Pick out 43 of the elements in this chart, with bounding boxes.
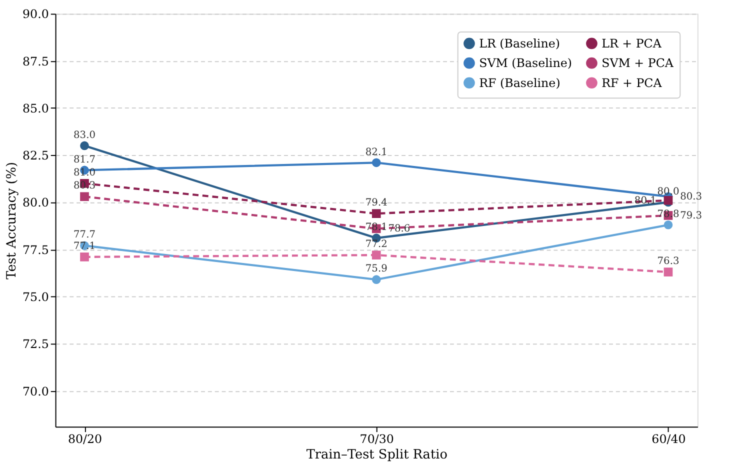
point <box>372 209 381 218</box>
point <box>664 268 673 276</box>
data-label: 82.1 <box>365 146 388 158</box>
y-tick-label: 75.0 <box>22 290 49 304</box>
data-label: 83.0 <box>74 130 96 141</box>
data-label: 80.3 <box>680 192 702 203</box>
y-tick-label: 80.0 <box>22 196 49 210</box>
x-axis-title: Train–Test Split Ratio <box>306 448 448 463</box>
y-tick-label: 72.5 <box>22 337 49 352</box>
data-label: 81.7 <box>74 154 96 166</box>
point <box>664 220 673 230</box>
point <box>372 158 381 168</box>
legend-label: SVM + PCA <box>602 56 674 70</box>
y-tick-label: 77.5 <box>22 242 49 257</box>
legend-label: RF + PCA <box>602 76 662 90</box>
point <box>80 141 89 150</box>
legend-label: SVM (Baseline) <box>479 56 572 70</box>
data-label: 76.3 <box>657 256 680 268</box>
y-axis-title: Test Accuracy (%) <box>4 162 20 280</box>
y-tick-label: 87.5 <box>22 54 49 68</box>
point <box>372 275 381 284</box>
y-tick-label: 85.0 <box>22 101 49 116</box>
legend-label: LR + PCA <box>602 36 662 50</box>
legend-label: RF (Baseline) <box>479 76 560 90</box>
point <box>80 192 89 202</box>
data-label: 77.1 <box>74 241 96 252</box>
data-label: 80.0 <box>657 186 680 198</box>
data-label: 80.3 <box>74 180 96 192</box>
data-label: 75.9 <box>365 264 388 275</box>
data-label: 77.2 <box>365 239 388 250</box>
x-tick-label: 70/30 <box>360 432 394 446</box>
data-label: 79.3 <box>680 210 702 222</box>
y-tick-label: 82.5 <box>22 148 49 163</box>
legend-label: LR (Baseline) <box>479 36 560 50</box>
x-tick-label: 60/40 <box>652 432 686 446</box>
data-label: 79.4 <box>365 198 388 209</box>
x-tick-label: 80/20 <box>68 432 102 446</box>
data-label: 77.7 <box>74 230 96 241</box>
point <box>372 250 381 260</box>
y-tick-label: 90.0 <box>22 7 49 22</box>
y-tick-label: 70.0 <box>22 384 49 398</box>
data-label: 81.0 <box>74 168 96 179</box>
point <box>80 252 89 262</box>
